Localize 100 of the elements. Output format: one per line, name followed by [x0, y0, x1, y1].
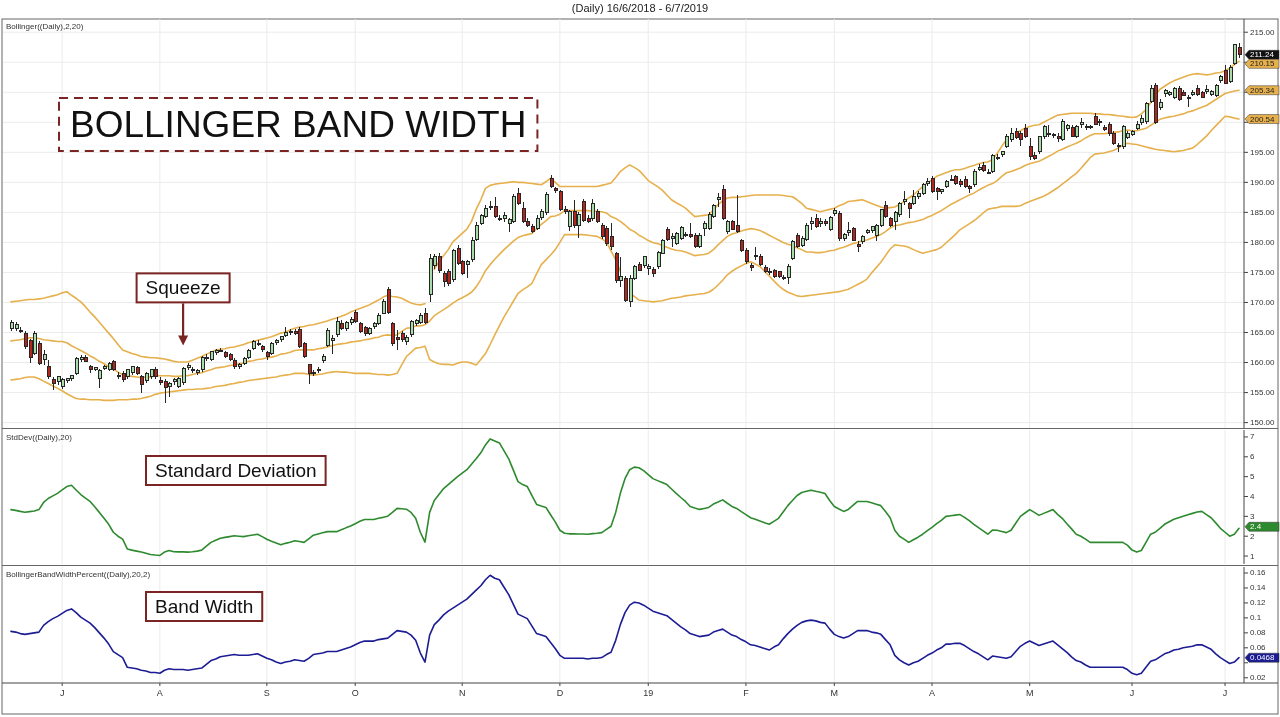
x-tick-label: M [830, 688, 839, 698]
x-tick-label: M [1025, 688, 1034, 698]
y-tick-label: 0.06 [1250, 643, 1267, 653]
candlestick [972, 168, 977, 188]
x-tick-label: D [556, 688, 564, 698]
text: Band Width [155, 596, 254, 617]
y-tick-label: 195.00 [1250, 147, 1276, 157]
candlestick [218, 347, 223, 353]
candlestick [442, 270, 447, 288]
candlestick [1181, 89, 1186, 97]
y-tick-label: 190.00 [1250, 177, 1276, 187]
candlestick [260, 344, 265, 353]
candlestick [18, 326, 23, 334]
candlestick [944, 179, 949, 189]
text: BOLLINGER BAND WIDTH [70, 104, 527, 145]
y-tick-label: 0.16 [1250, 568, 1267, 578]
y-tick-label: 165.00 [1250, 328, 1276, 338]
candlestick [1074, 124, 1079, 139]
candlestick [1000, 150, 1005, 158]
annotation: Bollinger((Daily),2,20) [6, 22, 84, 31]
candlestick [865, 228, 870, 235]
x-tick-label: N [458, 688, 466, 698]
candlestick [949, 174, 954, 181]
candlestick [1028, 137, 1033, 161]
candlestick [749, 262, 754, 272]
y-tick-label: 1 [1250, 551, 1255, 561]
candlestick [549, 174, 554, 189]
candlestick [1163, 88, 1168, 98]
y-tick-label: 5 [1250, 472, 1255, 482]
y-tick-label: 6 [1250, 452, 1255, 462]
x-tick-label: A [928, 688, 936, 698]
y-tick-label: 0.1 [1250, 613, 1262, 623]
y-tick-label: 0.02 [1250, 673, 1267, 683]
x-tick-label: 19 [643, 688, 654, 698]
candlestick [614, 251, 619, 284]
y-tick-label: 4 [1250, 492, 1255, 501]
text: Standard Deviation [155, 460, 317, 481]
y-tick-label: 3 [1250, 511, 1255, 521]
y-tick-label: 175.00 [1250, 267, 1276, 277]
candlestick [307, 363, 312, 385]
annotation: BollingerBandWidthPercent((Daily),20,2) [6, 570, 151, 579]
candlestick [651, 266, 656, 278]
data-label: 2.4 [1250, 522, 1262, 532]
x-tick-label: O [351, 688, 359, 698]
candlestick [269, 341, 274, 356]
candlestick [46, 359, 51, 380]
candlestick [69, 374, 74, 382]
y-tick-label: 215.00 [1250, 27, 1276, 37]
data-label: 200.54 [1250, 114, 1276, 124]
candlestick [316, 366, 321, 374]
candlestick [977, 163, 982, 172]
annotation: Squeeze [145, 277, 221, 299]
y-tick-label: 7 [1250, 432, 1255, 442]
candlestick [321, 353, 326, 364]
candlestick [376, 312, 381, 326]
y-tick-label: 155.00 [1250, 388, 1276, 398]
candlestick [353, 309, 358, 324]
data-label: 210.15 [1250, 59, 1276, 69]
y-tick-label: 185.00 [1250, 207, 1276, 217]
candlestick [172, 377, 177, 386]
x-tick-label: S [263, 688, 270, 698]
candlestick [1088, 124, 1093, 130]
y-tick-label: 0.08 [1250, 628, 1267, 638]
candlestick [74, 356, 79, 376]
candlestick [200, 355, 205, 373]
candlestick [404, 334, 409, 346]
candlestick [902, 190, 907, 206]
candlestick [97, 368, 102, 389]
annotation: StdDev((Daily),20) [6, 433, 73, 442]
y-tick-label: 180.00 [1250, 237, 1276, 247]
candlestick [763, 264, 768, 274]
y-tick-label: 2 [1250, 531, 1255, 541]
candlestick [697, 232, 702, 249]
chart-subtitle: (Daily) 16/6/2018 - 6/7/2019 [571, 2, 709, 14]
y-tick-label: 160.00 [1250, 358, 1276, 368]
text: 211.24 [1250, 50, 1274, 60]
candlestick [335, 316, 340, 338]
y-tick-label: 150.00 [1250, 418, 1276, 428]
x-tick-label: A [156, 688, 163, 698]
y-tick-label: 0.12 [1250, 598, 1267, 608]
candlestick [428, 253, 433, 303]
candlestick [367, 326, 372, 336]
x-tick-label: J [1129, 688, 1135, 698]
x-tick-label: J [1222, 688, 1228, 698]
x-tick-label: F [743, 688, 750, 698]
candlestick [102, 364, 107, 371]
candlestick [1079, 117, 1084, 129]
y-tick-label: 0.14 [1250, 583, 1267, 593]
candlestick [274, 338, 279, 346]
data-label: 0.0468 [1250, 653, 1276, 663]
candlestick [1186, 94, 1191, 108]
candlestick [83, 354, 88, 363]
x-tick-label: J [59, 688, 65, 698]
candlestick [111, 359, 116, 372]
candlestick [1093, 112, 1098, 126]
candlestick [1084, 123, 1089, 131]
data-label: 205.34 [1250, 85, 1276, 95]
y-tick-label: 170.00 [1250, 297, 1276, 307]
candlestick [153, 366, 158, 380]
candlestick [521, 201, 526, 224]
